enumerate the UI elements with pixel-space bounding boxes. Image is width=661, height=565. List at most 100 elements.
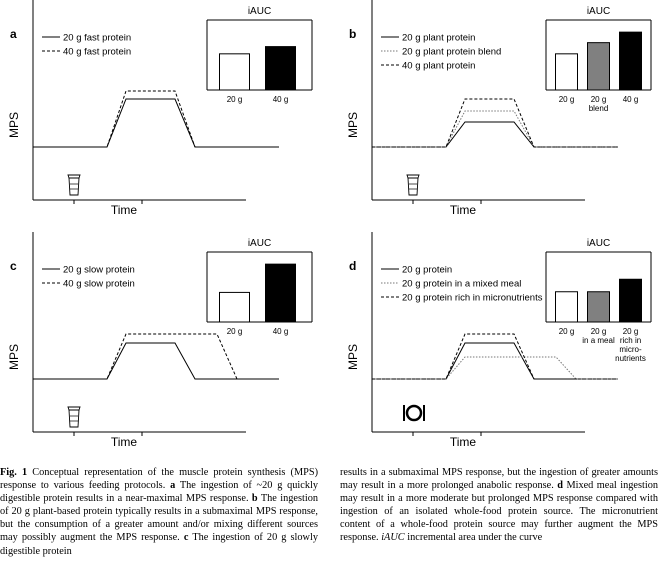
- panel-c-bar-label-line: 20 g: [227, 327, 243, 336]
- panel-d-bar-1: [555, 291, 578, 323]
- caption-d-text: Mixed meal ingestion may result in a mor…: [340, 480, 659, 544]
- panel-d-bar-label-line: nutrients: [615, 354, 646, 363]
- panel-a-bar-label-2: 40 g: [273, 95, 289, 104]
- caption-c-text-continued: results in a submaximal MPS response, bu…: [340, 467, 658, 492]
- caption-a-letter: a: [170, 480, 176, 492]
- shaker-icon: [67, 174, 81, 196]
- panel-b-y-label: MPS: [346, 112, 360, 138]
- panel-c-bar-1: [219, 291, 250, 323]
- panel-c-bar-2: [265, 263, 296, 323]
- panel-b-bar-label-1: 20 g: [559, 95, 575, 104]
- shaker-icon: [406, 174, 420, 196]
- panel-a-bar-label-line: 20 g: [227, 95, 243, 104]
- panel-b-bar-2: [587, 42, 610, 91]
- shaker-body: [68, 409, 80, 428]
- panel-d-legend-label-2: 20 g protein in a mixed meal: [402, 279, 521, 290]
- shaker-lid: [67, 406, 81, 411]
- panel-c-bar-label-1: 20 g: [227, 327, 243, 336]
- caption-a-text: The ingestion of ~20 g quickly digestibl…: [0, 480, 319, 505]
- panel-d-series-3-line: [372, 333, 618, 380]
- caption-left: Fig. 1 Conceptual representation of the …: [0, 466, 318, 558]
- panel-d-bar-label-line: 20 g: [591, 327, 607, 336]
- plate: [405, 404, 423, 422]
- panel-d-bar-label-line: micro-: [619, 345, 642, 354]
- panel-d-bar-label-3: 20 g rich in micro-nutrients: [615, 327, 646, 363]
- panel-b-series-3-line: [372, 98, 618, 148]
- panel-d-bar-label-line: 20 g: [559, 327, 575, 336]
- shaker-icon: [67, 406, 81, 428]
- panel-b-legend-label-3: 40 g plant protein: [402, 61, 475, 72]
- panel-d-bar-label-line: in a meal: [582, 336, 615, 345]
- panel-d-x-label: Time: [450, 435, 477, 449]
- panel-b-bar-label-line: blend: [589, 104, 609, 113]
- panel-a-bar-label-line: 40 g: [273, 95, 289, 104]
- panel-a: a Time MPS 20 g fast protein 40 g fast prote…: [7, 0, 313, 217]
- fork: [403, 405, 405, 421]
- panel-c-letter: c: [10, 259, 17, 273]
- caption-iauc-def: incremental area under the curve: [407, 532, 543, 544]
- panel-c-series-1-line: [33, 342, 279, 380]
- panel-b-letter: b: [349, 27, 356, 41]
- shaker-body: [68, 177, 80, 196]
- caption-c-letter: c: [183, 532, 189, 544]
- shaker-body: [407, 177, 419, 196]
- panel-d-letter: d: [349, 259, 356, 273]
- panel-d-bar-3: [619, 278, 642, 323]
- knife: [423, 405, 425, 421]
- panel-b: b Time MPS 20 g plant protein 20 g plant pro…: [346, 0, 652, 217]
- panel-a-iauc-title: iAUC: [248, 6, 271, 17]
- panel-a-x-label: Time: [111, 203, 138, 217]
- panel-b-bar-3: [619, 31, 642, 91]
- panel-a-legend-label-1: 20 g fast protein: [63, 33, 131, 44]
- caption-intro: Conceptual representation of the muscle …: [0, 467, 318, 492]
- panel-d-iauc-title: iAUC: [587, 238, 610, 249]
- panel-b-legend-label-2: 20 g plant protein blend: [402, 47, 501, 58]
- panel-d-legend-label-3: 20 g protein rich in micronutrients: [402, 293, 543, 304]
- caption-fig-label: Fig. 1: [0, 467, 28, 478]
- panel-c-legend-label-1: 20 g slow protein: [63, 265, 135, 276]
- panel-a-bar-1: [219, 53, 250, 91]
- panel-c-iauc-title: iAUC: [248, 238, 271, 249]
- panel-b-bar-label-line: 40 g: [623, 95, 639, 104]
- panel-b-iauc-title: iAUC: [587, 6, 610, 17]
- panel-a-bar-label-1: 20 g: [227, 95, 243, 104]
- panel-d-bar-2: [587, 291, 610, 323]
- panel-b-bar-1: [555, 53, 578, 91]
- caption-b-text: The ingestion of 20 g plant-based protei…: [0, 493, 319, 544]
- panel-a-series-1-line: [33, 98, 279, 148]
- panel-b-bar-label-3: 40 g: [623, 95, 639, 104]
- caption-c-text: The ingestion of 20 g slowly digestible …: [0, 532, 319, 557]
- panel-c-y-label: MPS: [7, 344, 21, 370]
- panel-d: d Time MPS 20 g protein 20 g protein in a mi…: [346, 232, 652, 449]
- panel-d-legend-label-1: 20 g protein: [402, 265, 452, 276]
- panel-d-series-1-line: [372, 342, 618, 380]
- panel-b-series-2-line: [372, 110, 618, 148]
- figure-1: a Time MPS 20 g fast protein 40 g fast prote…: [7, 0, 652, 449]
- panel-b-bar-label-line: 20 g: [591, 95, 607, 104]
- panel-d-bar-label-1: 20 g: [559, 327, 575, 336]
- panel-a-letter: a: [10, 27, 17, 41]
- panel-d-bar-label-line: rich in: [620, 336, 641, 345]
- panel-c-bar-label-2: 40 g: [273, 327, 289, 336]
- panel-c-series-2-line: [33, 333, 279, 380]
- panel-c-legend-label-2: 40 g slow protein: [63, 279, 135, 290]
- panel-b-series-1-line: [372, 121, 618, 148]
- meal-icon: [403, 404, 425, 422]
- panel-c-bar-label-line: 40 g: [273, 327, 289, 336]
- panel-c: c Time MPS 20 g slow protein 40 g slow prote…: [7, 232, 313, 449]
- panel-d-bar-label-line: 20 g: [623, 327, 639, 336]
- caption-b-letter: b: [251, 493, 258, 505]
- panel-b-legend-label-1: 20 g plant protein: [402, 33, 475, 44]
- panel-b-bar-label-line: 20 g: [559, 95, 575, 104]
- panel-a-series-2-line: [33, 90, 279, 148]
- caption-d-letter: d: [557, 480, 563, 492]
- caption-right: results in a submaximal MPS response, bu…: [340, 466, 658, 545]
- panel-a-legend-label-2: 40 g fast protein: [63, 47, 131, 58]
- panel-a-y-label: MPS: [7, 112, 21, 138]
- panel-d-y-label: MPS: [346, 344, 360, 370]
- caption-iauc-term: iAUC: [381, 532, 405, 544]
- panel-b-x-label: Time: [450, 203, 477, 217]
- panel-c-x-label: Time: [111, 435, 138, 449]
- panel-d-bar-label-2: 20 g in a meal: [582, 327, 615, 345]
- panel-a-bar-2: [265, 46, 296, 91]
